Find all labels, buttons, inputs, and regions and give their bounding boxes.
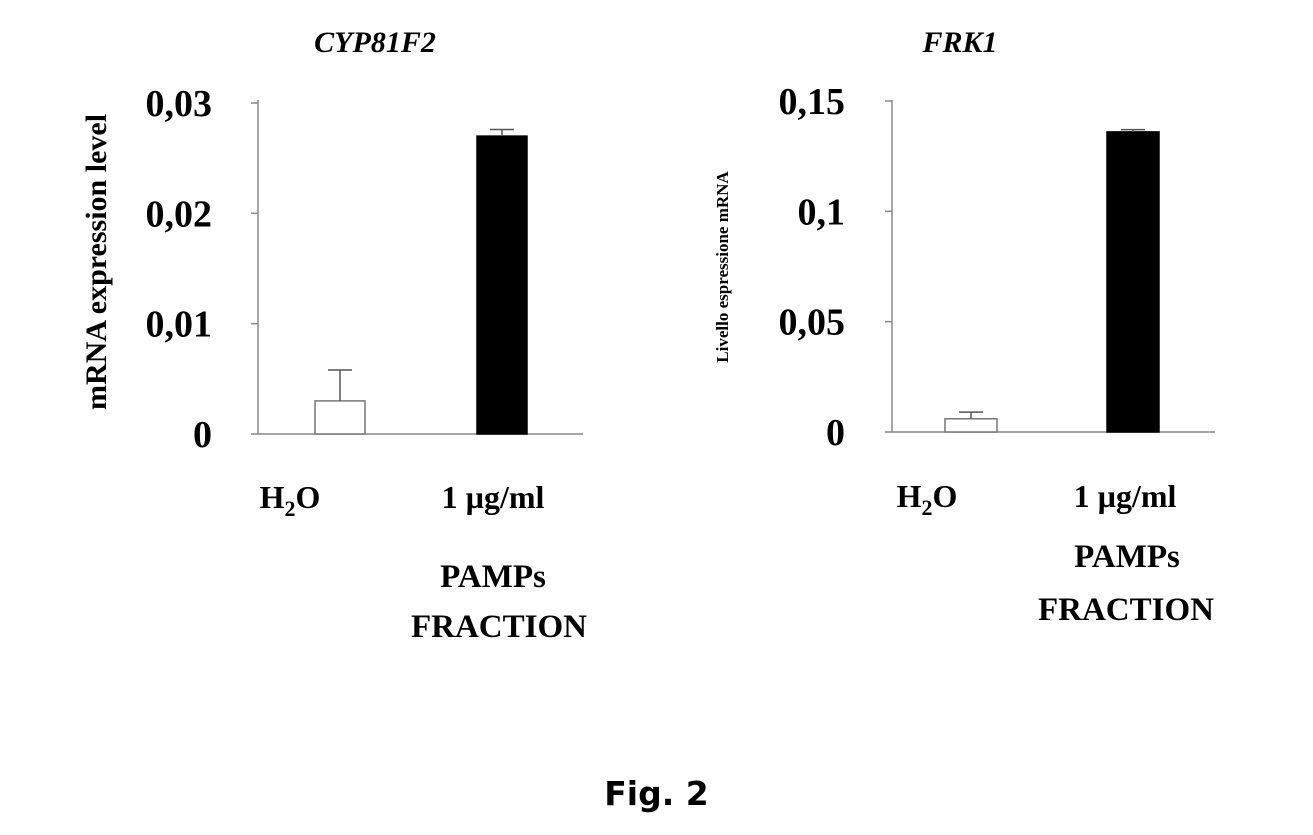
group-label-line-1: PAMPs (440, 559, 546, 595)
x-categories: H2O 1 µg/ml (897, 478, 1177, 520)
group-label-line-2: FRACTION (1038, 592, 1214, 628)
y-tick-label: 0,1 (798, 191, 846, 233)
y-tick-label: 0,02 (146, 193, 213, 235)
y-ticks: 0 0,05 0,1 0,15 (779, 81, 892, 454)
bars (944, 128, 1160, 433)
y-ticks: 0 0,01 0,02 0,03 (146, 83, 258, 456)
y-tick-label: 0,01 (146, 304, 213, 346)
bar (476, 135, 528, 435)
figure-caption: Fig. 2 (604, 774, 709, 813)
chart-frk1: FRK1 Livello espressione mRNA 0 0,05 0,1 0,… (713, 26, 1215, 628)
x-category-label: H2O (260, 479, 321, 521)
y-tick-label: 0,03 (146, 83, 213, 125)
chart-title: FRK1 (921, 26, 997, 59)
chart-cyp81f2: CYP81F2 mRNA expression level 00,010,020… (80, 26, 587, 645)
y-axis-label: mRNA expression level (80, 114, 113, 410)
x-category-label: 1 µg/ml (442, 479, 545, 515)
y-axis-label: Livello espressione mRNA (713, 171, 732, 363)
y-tick-label: 0,05 (779, 302, 846, 344)
bars (314, 128, 528, 435)
group-label-line-2: FRACTION (411, 609, 587, 645)
group-label-line-1: PAMPs (1074, 539, 1180, 575)
x-categories: H2O 1 µg/ml (260, 479, 545, 521)
x-category-label: 1 µg/ml (1074, 478, 1177, 514)
chart-title: CYP81F2 (314, 26, 436, 59)
x-category-label: H2O (897, 478, 958, 520)
bar (944, 418, 998, 433)
y-tick-label: 0,15 (779, 81, 846, 123)
y-tick-label: 0 (193, 414, 212, 456)
y-tick-label: 0 (826, 412, 845, 454)
bar (1106, 131, 1160, 433)
bar (314, 400, 366, 435)
